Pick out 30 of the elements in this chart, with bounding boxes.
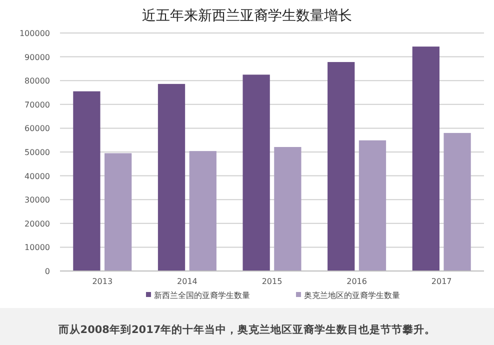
bar [358, 140, 386, 271]
bar [444, 132, 471, 271]
x-tick-label: 2015 [262, 277, 282, 286]
chart-title: 近五年来新西兰亚裔学生数量增长 [142, 8, 352, 24]
y-tick-label: 30000 [24, 196, 50, 205]
y-tick-label: 10000 [24, 243, 50, 252]
bar [328, 62, 355, 271]
bar [158, 84, 186, 271]
y-tick-label: 40000 [24, 172, 50, 181]
bar [242, 74, 270, 271]
y-tick-label: 60000 [24, 124, 50, 134]
bar [189, 151, 216, 271]
y-tick-label: 80000 [24, 76, 50, 86]
y-tick-label: 90000 [24, 52, 50, 62]
legend-label: 奥克兰地区的亚裔学生数量 [304, 291, 400, 300]
y-tick-label: 0 [44, 267, 50, 276]
y-tick-label: 20000 [24, 219, 50, 228]
y-tick-label: 100000 [19, 29, 50, 38]
text: 而从2008年到2017年的十年当中，奥克兰地区亚裔学生数目也是节节攀升。 [57, 323, 436, 336]
bar [412, 46, 440, 271]
x-tick-label: 2016 [346, 277, 367, 286]
bar [274, 147, 302, 271]
bar [73, 91, 100, 271]
x-tick-label: 2017 [431, 277, 452, 286]
x-tick-label: 2013 [92, 277, 113, 286]
legend-label: 新西兰全国的亚裔学生数量 [154, 291, 250, 300]
x-tick-label: 2014 [177, 277, 198, 286]
y-tick-label: 50000 [24, 148, 50, 157]
bar [104, 153, 132, 271]
y-tick-label: 70000 [24, 100, 50, 110]
